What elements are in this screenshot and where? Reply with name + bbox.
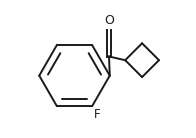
Text: F: F xyxy=(94,108,101,121)
Text: O: O xyxy=(104,14,114,27)
